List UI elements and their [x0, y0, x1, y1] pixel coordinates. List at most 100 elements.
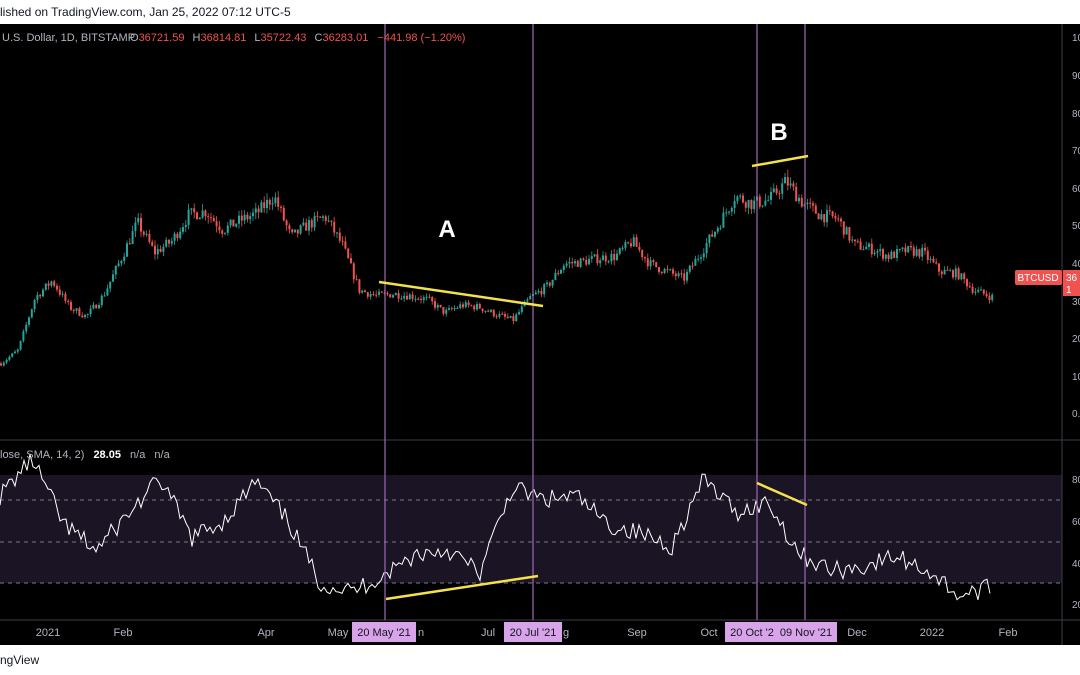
time-tick: Oct	[700, 627, 717, 639]
candle	[378, 291, 380, 295]
candle	[652, 260, 655, 263]
candle	[456, 308, 459, 310]
candle	[613, 253, 616, 261]
time-tick: Feb	[114, 627, 133, 639]
candle	[128, 243, 131, 245]
candle	[240, 215, 243, 221]
candle	[590, 256, 593, 259]
candle	[627, 242, 630, 244]
candle	[672, 269, 674, 274]
candle	[882, 249, 884, 259]
candle	[98, 305, 100, 309]
candle	[431, 297, 434, 302]
candle	[980, 289, 982, 291]
candle	[154, 245, 156, 255]
candle	[966, 279, 968, 287]
candle	[761, 205, 764, 207]
candle	[64, 293, 67, 301]
candle	[686, 271, 688, 281]
low-value: 35722.43	[261, 32, 307, 44]
candle	[16, 349, 19, 352]
candle	[890, 251, 893, 260]
marker-label-bg	[775, 622, 837, 642]
candle	[112, 274, 114, 282]
candle	[282, 207, 285, 221]
candle	[649, 260, 652, 267]
price-tick: 80	[1072, 109, 1080, 120]
candle	[680, 273, 683, 275]
candle	[585, 259, 588, 265]
candle	[72, 309, 75, 311]
candle	[417, 298, 420, 300]
candle	[28, 317, 30, 325]
candle	[714, 231, 716, 237]
candle	[215, 221, 218, 227]
candle	[887, 254, 890, 260]
candle	[660, 272, 663, 274]
candle	[733, 201, 736, 209]
trendline-a-price	[378, 280, 544, 308]
candle	[534, 292, 537, 295]
candle	[954, 268, 957, 278]
time-tick: 2021	[36, 627, 60, 639]
candle	[635, 237, 638, 247]
candle	[884, 254, 887, 259]
time-tick: 2022	[920, 627, 944, 639]
candle	[187, 209, 190, 225]
candle	[744, 202, 747, 208]
candle	[249, 216, 252, 220]
candle	[963, 273, 966, 280]
candle	[742, 195, 744, 203]
rsi-tick: 20	[1072, 600, 1080, 611]
candle	[728, 211, 730, 213]
price-axis-tag	[1063, 270, 1080, 296]
marker-label-bg	[352, 622, 416, 642]
candle	[204, 210, 207, 217]
candle	[434, 301, 436, 308]
time-tick: n	[418, 627, 424, 639]
candle	[868, 243, 870, 247]
candle	[560, 269, 562, 274]
symbol-name: U.S. Dollar, 1D, BITSTAMP	[2, 32, 135, 44]
trendline-b-rsi	[756, 481, 808, 507]
rsi-label: lose, SMA, 14, 2)	[0, 449, 84, 461]
candle	[543, 284, 546, 295]
candle	[33, 299, 36, 310]
candle	[170, 240, 173, 244]
candle	[644, 257, 646, 259]
candle	[688, 265, 691, 272]
candle	[190, 208, 193, 210]
marker-label-1: 20 May '21	[357, 627, 410, 639]
candle	[36, 294, 39, 300]
candle	[848, 227, 851, 241]
candle	[722, 212, 725, 228]
price-tick: 0.	[1072, 409, 1080, 420]
candle	[988, 296, 991, 300]
candle	[607, 261, 610, 263]
candle	[53, 281, 56, 286]
rsi-tick: 60	[1072, 517, 1080, 528]
candle	[406, 295, 408, 300]
marker-lines	[384, 24, 806, 620]
candle	[84, 314, 86, 318]
candle	[837, 218, 840, 220]
candle	[81, 315, 84, 318]
candle	[212, 217, 215, 222]
price-tag-symbol: BTCUSD	[1017, 273, 1058, 284]
candle	[716, 227, 719, 232]
rsi-legend: lose, SMA, 14, 2) 28.05 n/a n/a	[0, 449, 171, 461]
candle	[462, 304, 464, 308]
candle	[322, 216, 324, 218]
candle	[621, 247, 624, 249]
candle	[562, 265, 565, 270]
chart-svg[interactable]: A B U.S. Dollar, 1D, BITSTAMP O36721.59 …	[0, 24, 1080, 645]
candle	[173, 233, 176, 241]
candle	[400, 298, 403, 300]
chart-area[interactable]: A B U.S. Dollar, 1D, BITSTAMP O36721.59 …	[0, 24, 1080, 645]
candle	[820, 214, 823, 220]
candle	[22, 331, 25, 341]
candle	[529, 296, 532, 300]
price-tick: 40	[1072, 259, 1080, 270]
candle	[162, 246, 165, 252]
candle	[439, 304, 442, 308]
